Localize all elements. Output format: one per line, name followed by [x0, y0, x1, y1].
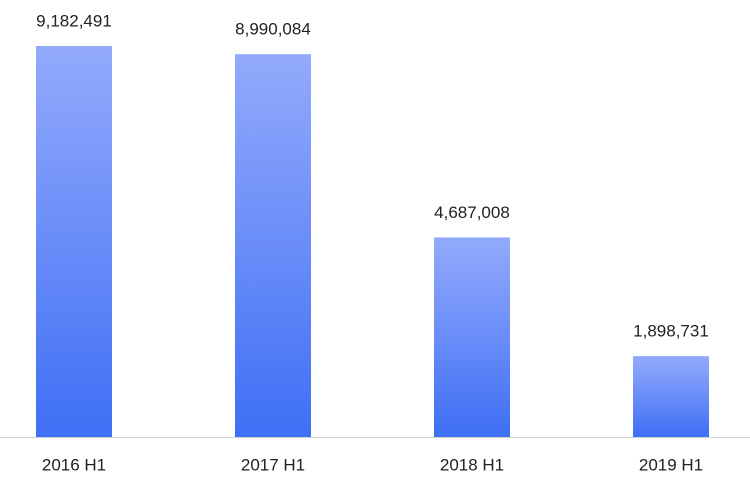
- bar: [235, 54, 311, 437]
- x-tick-label: 2017 H1: [241, 455, 305, 474]
- value-label: 1,898,731: [633, 322, 709, 341]
- x-tick-label: 2019 H1: [639, 455, 703, 474]
- x-tick-label: 2016 H1: [42, 455, 106, 474]
- value-label: 9,182,491: [36, 11, 112, 30]
- bar: [36, 46, 112, 437]
- value-label: 8,990,084: [235, 20, 311, 39]
- bar: [434, 237, 510, 437]
- value-label: 4,687,008: [434, 203, 510, 222]
- x-tick-label: 2018 H1: [440, 455, 504, 474]
- bar: [633, 356, 709, 437]
